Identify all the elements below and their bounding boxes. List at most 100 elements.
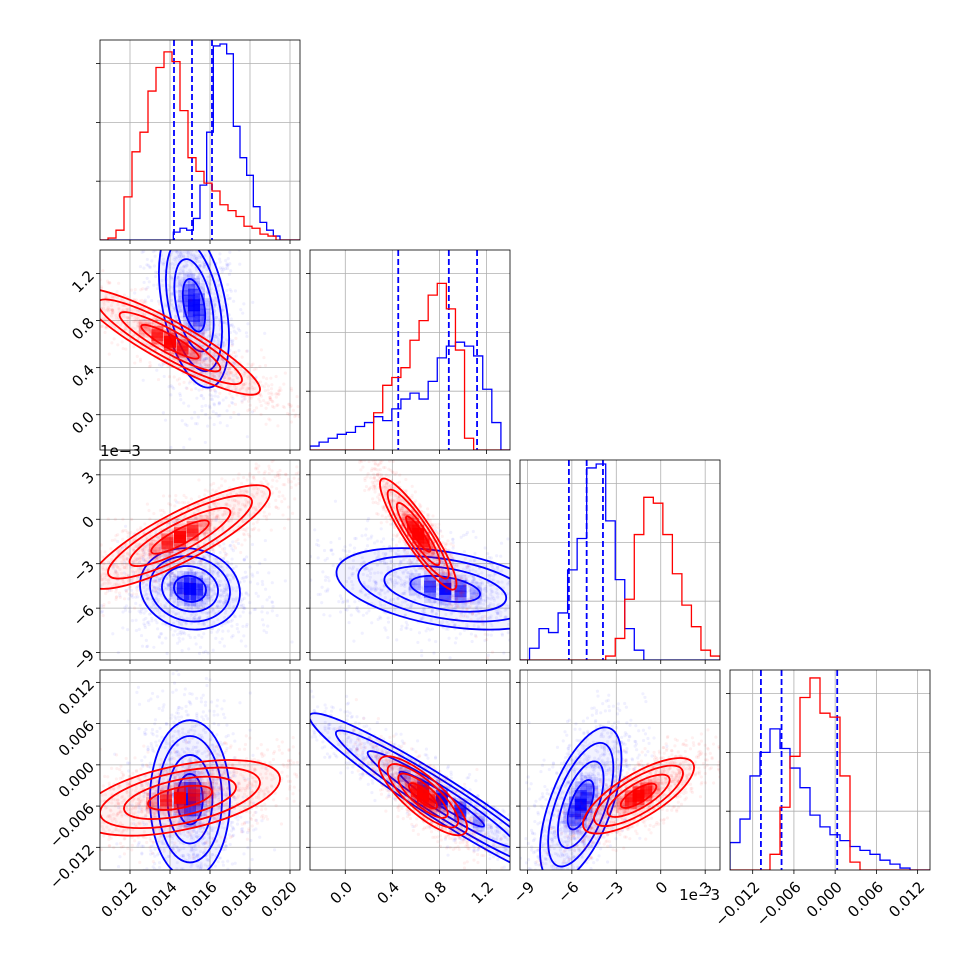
sample-point xyxy=(294,483,298,487)
sample-point xyxy=(225,409,229,413)
sample-point xyxy=(207,301,211,305)
sample-point xyxy=(179,398,183,402)
sample-point xyxy=(291,511,295,515)
density-cell xyxy=(192,314,205,327)
sample-point xyxy=(220,371,224,375)
sample-point xyxy=(222,340,226,344)
sample-point xyxy=(58,629,61,632)
sample-point xyxy=(173,504,177,508)
sample-point xyxy=(245,435,249,439)
sample-point xyxy=(171,578,175,582)
sample-point xyxy=(172,386,176,391)
sample-point xyxy=(200,394,204,398)
sample-point xyxy=(214,333,218,337)
sample-point xyxy=(176,600,181,604)
sample-point xyxy=(204,356,208,361)
sample-point xyxy=(139,633,144,638)
sample-point xyxy=(78,592,81,595)
sample-point xyxy=(207,363,211,368)
sample-point xyxy=(260,618,265,622)
sample-point xyxy=(166,270,171,275)
sample-point xyxy=(152,645,156,649)
sample-point xyxy=(207,575,211,579)
sample-point xyxy=(207,615,211,619)
sample-point xyxy=(169,253,173,257)
sample-point xyxy=(261,582,265,587)
sample-point xyxy=(157,597,161,601)
sample-point xyxy=(53,303,56,306)
sample-point xyxy=(197,622,201,626)
sample-point xyxy=(65,291,68,294)
sample-point xyxy=(175,318,179,322)
sample-point xyxy=(142,313,146,317)
sample-point xyxy=(254,406,259,410)
sample-point xyxy=(134,618,138,622)
sample-point xyxy=(169,593,173,597)
sample-point xyxy=(28,280,31,283)
sample-point xyxy=(106,517,110,521)
sample-point xyxy=(133,327,137,331)
sample-point xyxy=(110,308,114,312)
sample-point xyxy=(157,635,162,640)
sample-point xyxy=(169,384,173,388)
sample-point xyxy=(175,275,180,279)
sample-point xyxy=(219,484,224,488)
sample-point xyxy=(109,547,113,551)
sample-point xyxy=(132,332,136,336)
sample-point xyxy=(138,359,143,363)
sample-point xyxy=(186,606,190,610)
sample-point xyxy=(109,304,113,308)
sample-point xyxy=(147,327,151,331)
sample-point xyxy=(222,367,226,371)
sample-point xyxy=(185,271,189,275)
sample-point xyxy=(196,570,201,574)
sample-point xyxy=(240,355,244,359)
sample-point xyxy=(154,597,158,601)
sample-point xyxy=(211,364,215,368)
sample-point xyxy=(170,570,175,574)
sample-point xyxy=(125,316,129,320)
sample-point xyxy=(169,241,172,244)
sample-point xyxy=(117,306,121,310)
sample-point xyxy=(206,580,211,584)
sample-point xyxy=(171,351,175,356)
sample-point xyxy=(88,294,91,297)
sample-point xyxy=(185,571,189,575)
sample-point xyxy=(206,585,210,589)
sample-point xyxy=(196,561,201,565)
sample-point xyxy=(231,576,236,581)
sample-point xyxy=(175,658,179,660)
sample-point xyxy=(131,595,135,599)
sample-point xyxy=(38,273,41,276)
sample-point xyxy=(151,250,155,254)
sample-point xyxy=(150,320,154,325)
sample-point xyxy=(168,609,172,613)
sample-point xyxy=(93,310,96,313)
sample-point xyxy=(234,597,238,601)
sample-point xyxy=(168,572,172,576)
sample-point xyxy=(90,582,93,585)
sample-point xyxy=(49,246,52,249)
sample-point xyxy=(217,593,222,598)
sample-point xyxy=(246,376,250,380)
sample-point xyxy=(181,270,185,275)
sample-point xyxy=(252,408,256,413)
y-tick-label: 0.8 xyxy=(68,314,98,344)
sample-point xyxy=(203,440,207,445)
sample-point xyxy=(225,376,229,380)
sample-point xyxy=(207,281,212,285)
sample-point xyxy=(151,585,155,589)
sample-point xyxy=(222,550,227,554)
sample-point xyxy=(193,603,197,607)
sample-point xyxy=(201,352,206,356)
sample-point xyxy=(194,242,197,245)
sample-point xyxy=(118,595,122,599)
sample-point xyxy=(100,604,104,608)
sample-point xyxy=(188,566,192,570)
sample-point xyxy=(157,590,161,594)
sample-point xyxy=(134,595,138,599)
sample-point xyxy=(167,288,171,292)
sample-point xyxy=(243,606,247,610)
sample-point xyxy=(207,357,211,361)
sample-point xyxy=(182,445,186,450)
